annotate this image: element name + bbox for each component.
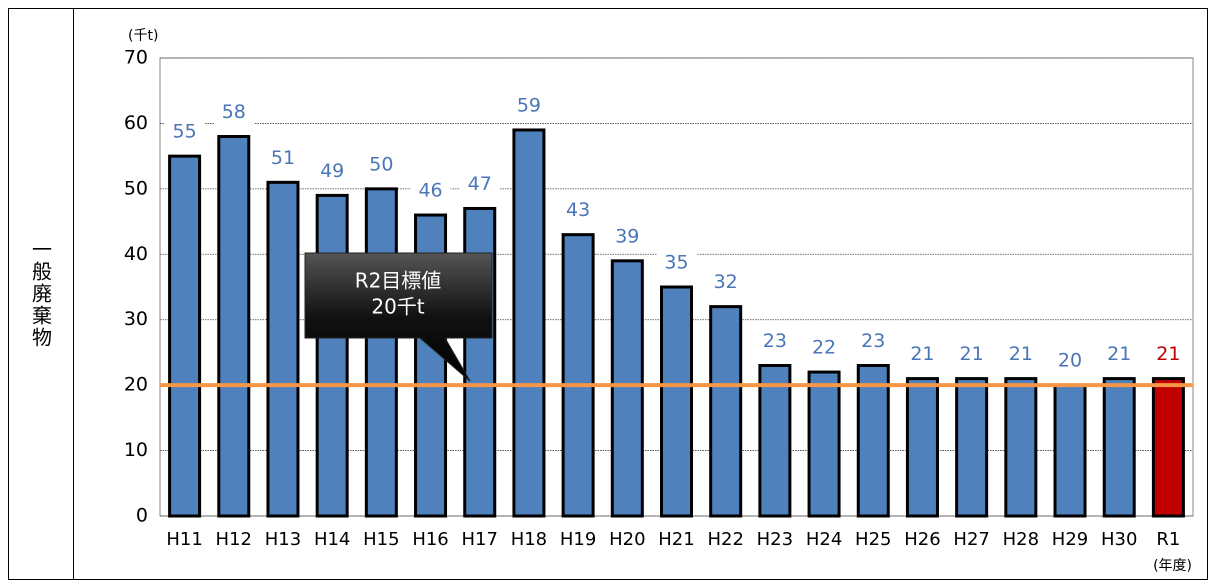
value-label-bg [262,145,303,172]
value-label: 46 [418,180,442,202]
value-label-bg [804,335,845,362]
x-tick-label: H26 [904,529,940,550]
callout-text: 20千t [371,295,424,319]
x-tick-label: H15 [363,529,399,550]
x-tick-label: H29 [1052,529,1088,550]
value-label: 32 [714,271,738,293]
value-label: 20 [1058,350,1082,372]
value-label: 43 [566,199,590,221]
x-tick-label: H30 [1101,529,1137,550]
x-tick-label: H21 [658,529,694,550]
value-label-bg [410,178,451,205]
value-label-bg [656,250,697,276]
x-tick-label: H14 [314,529,350,550]
value-label-bg [1000,341,1041,368]
y-tick-label: 10 [124,439,148,461]
value-label-bg [607,223,648,250]
value-label-bg [853,328,894,355]
value-label: 21 [960,343,984,365]
bar [512,128,546,518]
y-tick-label: 20 [124,374,148,396]
bar [1053,383,1087,518]
x-tick-label: H27 [953,529,989,550]
bar [168,154,202,518]
value-label-bg [361,151,402,178]
row-header: 一般廃棄物 [9,9,74,579]
value-label: 59 [517,94,541,116]
y-tick-label: 70 [124,47,148,69]
frame: 一般廃棄物 [8,8,1208,580]
bar [758,364,792,518]
bar [807,370,841,518]
x-tick-label: H13 [265,529,301,550]
value-label-bg [164,119,205,146]
bar [1102,377,1136,518]
value-label-bg [508,92,549,119]
bar [856,364,890,518]
value-label: 22 [812,337,836,359]
x-tick-label: H20 [609,529,645,550]
value-label-bg [459,171,500,198]
x-tick-label: H18 [511,529,547,550]
y-tick-label: 30 [124,308,148,330]
value-label-bg [1099,341,1140,368]
x-tick-label: H17 [462,529,498,550]
x-tick-label: H19 [560,529,596,550]
callout-text: R2目標値 [355,269,442,293]
value-label: 21 [1107,343,1131,365]
bar [561,233,595,518]
value-label: 21 [910,343,934,365]
x-tick-label: H16 [412,529,448,550]
value-label: 23 [861,330,885,352]
y-tick-label: 0 [136,505,148,527]
value-label-bg [1148,341,1189,368]
value-label: 21 [1009,343,1033,365]
value-label-bg [902,341,943,368]
x-tick-label: R1 [1156,529,1180,550]
y-tick-label: 60 [124,112,148,134]
value-label-bg [1050,348,1091,375]
bar [364,187,398,518]
callout [304,252,493,382]
value-label: 23 [763,330,787,352]
bar [955,377,989,518]
x-tick-label: H11 [166,529,202,550]
y-tick-label: 40 [124,243,148,265]
bar [709,305,743,518]
value-label-bg [558,197,599,224]
value-label: 21 [1156,343,1180,365]
bar [217,135,251,518]
bar [315,193,349,518]
x-tick-label: H23 [757,529,793,550]
bar [905,377,939,518]
y-tick-label: 50 [124,177,148,199]
y-unit: (千t) [128,28,158,44]
row-label: 一般廃棄物 [28,239,53,349]
x-unit: (年度) [1153,558,1192,574]
x-tick-label: H22 [707,529,743,550]
bar [610,259,644,518]
value-label-bg [951,341,992,368]
value-label-bg [312,158,353,185]
x-tick-label: H25 [855,529,891,550]
x-tick-label: H12 [216,529,252,550]
x-tick-label: H28 [1003,529,1039,550]
value-label-bg [213,99,254,126]
value-label: 35 [664,252,688,274]
value-label: 39 [615,225,639,247]
bar [266,180,300,518]
bar [660,285,693,518]
value-label: 50 [369,153,393,175]
bar [1004,377,1038,518]
value-label-bg [754,328,795,355]
value-label-bg [705,269,746,296]
value-label: 58 [222,101,246,123]
value-label: 49 [320,160,344,182]
bar [1151,377,1185,518]
value-label: 47 [468,173,492,195]
value-label: 55 [173,121,197,143]
x-tick-label: H24 [806,529,842,550]
value-label: 51 [271,147,295,169]
